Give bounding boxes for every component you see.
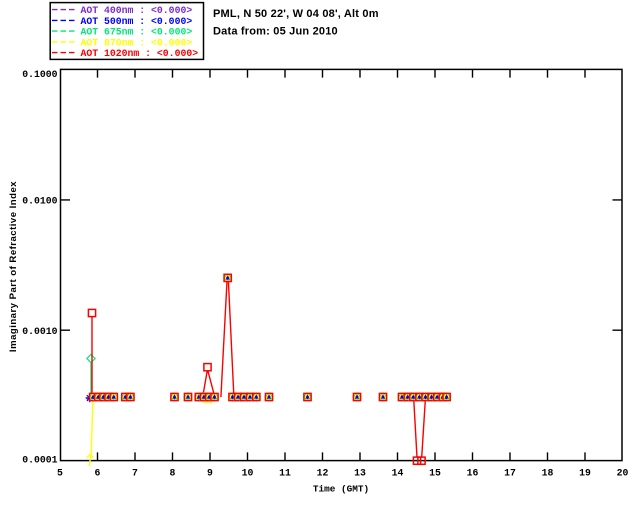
svg-text:19: 19 <box>579 468 591 479</box>
svg-text:AOT 870nm : <0.000>: AOT 870nm : <0.000> <box>81 38 193 49</box>
svg-text:5: 5 <box>57 468 63 479</box>
svg-text:14: 14 <box>392 468 404 479</box>
svg-text:0.1000: 0.1000 <box>22 69 57 80</box>
svg-text:9: 9 <box>207 468 213 479</box>
svg-text:15: 15 <box>429 468 441 479</box>
svg-text:6: 6 <box>95 468 101 479</box>
svg-text:Time (GMT): Time (GMT) <box>313 484 369 495</box>
svg-text:11: 11 <box>279 468 291 479</box>
svg-text:AOT 675nm : <0.000>: AOT 675nm : <0.000> <box>81 27 193 38</box>
svg-text:12: 12 <box>317 468 329 479</box>
svg-text:Data from: 05 Jun 2010: Data from: 05 Jun 2010 <box>213 25 338 37</box>
svg-text:17: 17 <box>504 468 516 479</box>
svg-text:20: 20 <box>617 468 629 479</box>
svg-text:18: 18 <box>542 468 554 479</box>
svg-text:AOT 1020nm : <0.000>: AOT 1020nm : <0.000> <box>81 48 199 59</box>
svg-text:Imaginary Part of Refractive I: Imaginary Part of Refractive Index <box>8 181 19 352</box>
svg-text:0.0010: 0.0010 <box>22 326 57 337</box>
svg-text:16: 16 <box>467 468 479 479</box>
svg-text:7: 7 <box>132 468 138 479</box>
svg-text:0.0100: 0.0100 <box>22 196 57 207</box>
svg-text:10: 10 <box>242 468 254 479</box>
svg-text:PML, N 50 22', W 04 08', Alt 0: PML, N 50 22', W 04 08', Alt 0m <box>213 8 379 20</box>
svg-text:13: 13 <box>354 468 366 479</box>
svg-text:0.0001: 0.0001 <box>22 455 57 466</box>
svg-text:8: 8 <box>170 468 176 479</box>
svg-text:AOT 500nm : <0.000>: AOT 500nm : <0.000> <box>81 16 193 27</box>
svg-text:AOT 400nm : <0.000>: AOT 400nm : <0.000> <box>81 5 193 16</box>
